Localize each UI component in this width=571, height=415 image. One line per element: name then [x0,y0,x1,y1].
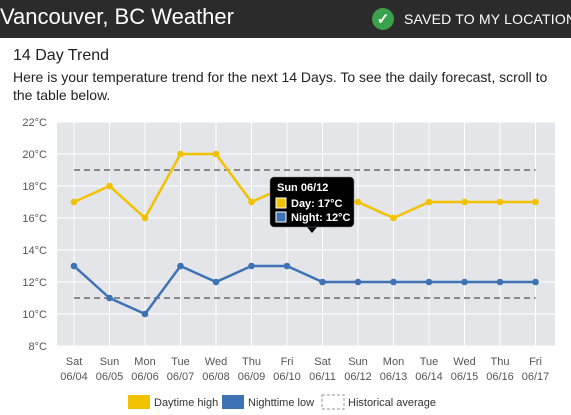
legend-label-daytime-high[interactable]: Daytime high [154,397,218,409]
x-tick-weekday: Mon [383,356,404,368]
x-tick-weekday: Sat [66,356,83,368]
y-tick-label: 20°C [22,149,47,161]
nighttime-low-point[interactable] [390,278,397,286]
x-tick-weekday: Tue [171,356,190,368]
nighttime-low-point[interactable] [496,278,504,286]
legend-swatch-daytime-high[interactable] [128,395,150,409]
x-tick-weekday: Fri [281,356,294,368]
y-tick-label: 8°C [29,341,48,353]
y-tick-label: 10°C [22,309,47,321]
x-tick-weekday: Mon [134,356,155,368]
x-tick-weekday: Wed [205,356,227,368]
tooltip-night-swatch [275,211,287,223]
x-tick-date: 06/08 [202,371,230,383]
x-tick-weekday: Thu [242,356,261,368]
daytime-high-point[interactable] [532,198,539,206]
legend-label-historical-average[interactable]: Historical average [348,397,436,409]
daytime-high-point[interactable] [212,150,220,158]
x-tick-date: 06/10 [273,371,301,383]
daytime-high-point[interactable] [461,198,468,206]
tooltip-box [269,176,355,228]
nighttime-low-point[interactable] [461,278,468,286]
x-tick-date: 06/15 [451,371,479,383]
section-description: Here is your temperature trend for the n… [13,69,548,103]
x-tick-date: 06/04 [60,371,88,383]
x-tick-weekday: Wed [453,356,475,368]
daytime-high-point[interactable] [354,198,362,206]
top-bar: Vancouver, BC Weather ✓ SAVED TO MY LOCA… [0,0,571,38]
x-tick-date: 06/12 [344,371,372,383]
tooltip-day-value: Day: 17°C [291,198,343,210]
nighttime-low-point[interactable] [354,278,362,286]
nighttime-low-point[interactable] [248,262,255,270]
nighttime-low-point[interactable] [70,262,78,270]
section-title: 14 Day Trend [13,47,110,64]
x-tick-date: 06/17 [522,371,550,383]
check-icon: ✓ [372,8,394,30]
legend-swatch-nighttime-low[interactable] [222,395,244,409]
nighttime-low-point[interactable] [283,262,291,270]
page-title: Vancouver, BC Weather [0,4,234,29]
x-tick-date: 06/09 [238,371,266,383]
tooltip-day-swatch [275,197,287,209]
legend-swatch-historical-average[interactable] [321,394,345,410]
daytime-high-point[interactable] [141,214,149,222]
tooltip-pointer [307,227,317,233]
y-tick-label: 22°C [22,117,47,129]
plot-area [57,122,555,346]
daytime-high-point[interactable] [70,198,78,206]
saved-to-my-locations-button[interactable]: ✓ SAVED TO MY LOCATIONS [372,6,571,32]
x-tick-date: 06/11 [309,371,336,383]
daytime-high-point[interactable] [390,214,397,222]
nighttime-low-point[interactable] [212,278,220,286]
daytime-high-point[interactable] [425,198,433,206]
x-tick-date: 06/13 [380,371,408,383]
y-tick-label: 18°C [22,181,47,193]
x-tick-weekday: Tue [420,356,439,368]
daytime-high-point[interactable] [106,182,113,190]
daytime-high-point[interactable] [496,198,504,206]
x-tick-date: 06/05 [96,371,124,383]
legend-label-nighttime-low[interactable]: Nighttime low [248,397,314,409]
x-tick-weekday: Sat [314,356,331,368]
tooltip-night-value: Night: 12°C [291,212,350,224]
y-tick-label: 16°C [22,213,47,225]
nighttime-low-line [73,264,536,316]
nighttime-low-point[interactable] [425,278,433,286]
x-tick-weekday: Sun [100,356,120,368]
x-tick-date: 06/07 [167,371,195,383]
x-tick-weekday: Thu [491,356,510,368]
nighttime-low-point[interactable] [319,278,326,286]
nighttime-low-point[interactable] [141,310,149,318]
x-tick-weekday: Fri [529,356,542,368]
y-tick-label: 14°C [22,245,47,257]
daytime-high-point[interactable] [248,198,255,206]
nighttime-low-point[interactable] [177,262,184,270]
daytime-high-point[interactable] [177,150,184,158]
saved-label: SAVED TO MY LOCATIONS [404,11,571,27]
y-tick-label: 12°C [22,277,47,289]
tooltip-title: Sun 06/12 [277,182,328,194]
nighttime-low-point[interactable] [106,294,113,302]
x-tick-date: 06/14 [415,371,443,383]
x-tick-date: 06/16 [486,371,514,383]
x-tick-weekday: Sun [348,356,368,368]
x-tick-date: 06/06 [131,371,159,383]
nighttime-low-point[interactable] [532,278,539,286]
